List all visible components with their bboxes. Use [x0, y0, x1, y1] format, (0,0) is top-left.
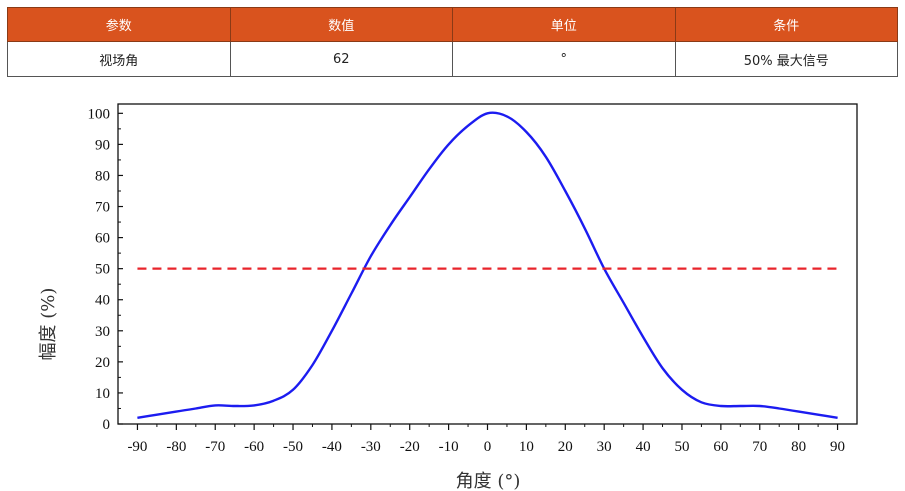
- x-tick-label: 70: [752, 439, 767, 455]
- y-tick-label: 70: [95, 200, 110, 216]
- y-tick-label: 60: [95, 231, 110, 247]
- x-tick-label: 30: [597, 439, 612, 455]
- x-tick-label: 20: [558, 439, 573, 455]
- x-tick-label: 0: [484, 439, 492, 455]
- y-tick-label: 80: [95, 168, 110, 184]
- y-tick-label: 0: [103, 417, 111, 433]
- x-tick-label: 60: [713, 439, 728, 455]
- y-axis-label: 幅度 (%): [38, 288, 59, 361]
- x-tick-label: -50: [283, 439, 303, 455]
- x-tick-label: -90: [127, 439, 147, 455]
- y-tick-label: 40: [95, 293, 110, 309]
- header-condition: 条件: [674, 7, 898, 42]
- x-tick-label: -10: [439, 439, 459, 455]
- x-tick-label: -70: [205, 439, 225, 455]
- x-axis-label: 角度 (°): [456, 471, 521, 491]
- header-value: 数值: [229, 7, 453, 42]
- y-tick-label: 30: [95, 324, 110, 340]
- table-header-row: 参数 数值 单位 条件: [7, 7, 898, 42]
- x-tick-label: -30: [361, 439, 381, 455]
- x-tick-label: -60: [244, 439, 264, 455]
- x-tick-label: -80: [166, 439, 186, 455]
- x-tick-label: 80: [791, 439, 806, 455]
- spec-table: 参数 数值 单位 条件 视场角 62 ° 50% 最大信号: [7, 7, 898, 77]
- x-tick-label: 40: [636, 439, 651, 455]
- plot-frame: [117, 103, 858, 425]
- y-tick-label: 100: [88, 106, 111, 122]
- x-tick-label: 10: [519, 439, 534, 455]
- header-parameter: 参数: [7, 7, 231, 42]
- y-tick-label: 90: [95, 137, 110, 153]
- y-tick-label: 10: [95, 386, 110, 402]
- x-tick-label: -40: [322, 439, 342, 455]
- y-tick-label: 20: [95, 355, 110, 371]
- x-tick-label: 50: [674, 439, 689, 455]
- cell-condition: 50% 最大信号: [674, 41, 898, 77]
- header-unit: 单位: [452, 7, 676, 42]
- x-tick-label: -20: [400, 439, 420, 455]
- cell-unit: °: [452, 41, 676, 77]
- y-tick-label: 50: [95, 262, 110, 278]
- x-tick-label: 90: [830, 439, 845, 455]
- cell-parameter: 视场角: [7, 41, 231, 77]
- response-curve: [137, 111, 838, 419]
- cell-value: 62: [229, 41, 453, 77]
- table-row: 视场角 62 ° 50% 最大信号: [7, 41, 898, 77]
